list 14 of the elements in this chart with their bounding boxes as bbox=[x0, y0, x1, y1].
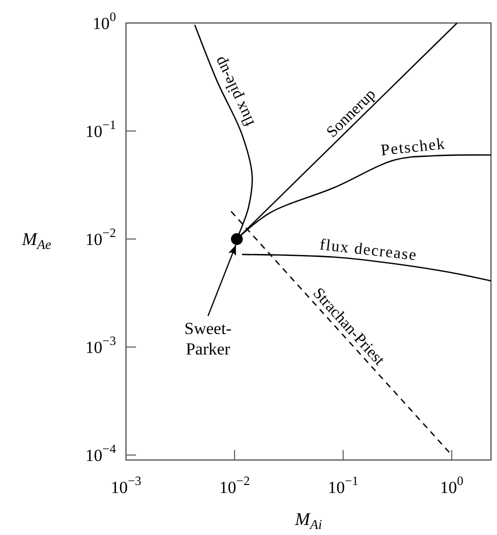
x-axis-title: M$_{Ai}$ bbox=[294, 509, 322, 532]
y-tick-label: 10$^{0}$ bbox=[92, 10, 116, 33]
text: Petschek bbox=[380, 136, 446, 160]
x-tick-label: 10$^{0}$ bbox=[440, 474, 464, 497]
y-tick-label: 10$^{−4}$ bbox=[85, 442, 117, 466]
y-tick-label: 10$^{−2}$ bbox=[85, 226, 116, 250]
annotation: Sweet- Parker bbox=[184, 319, 232, 358]
y-axis-title: M$_{Ae}$ bbox=[21, 229, 52, 252]
x-tick-label: 10$^{−1}$ bbox=[328, 474, 358, 497]
y-tick-label: 10$^{−1}$ bbox=[85, 118, 116, 142]
text: flux decrease bbox=[318, 236, 418, 264]
x-tick-label: 10$^{−3}$ bbox=[110, 474, 142, 497]
x-tick-label: 10$^{−2}$ bbox=[219, 474, 250, 497]
y-tick-label: 10$^{−3}$ bbox=[85, 334, 116, 358]
